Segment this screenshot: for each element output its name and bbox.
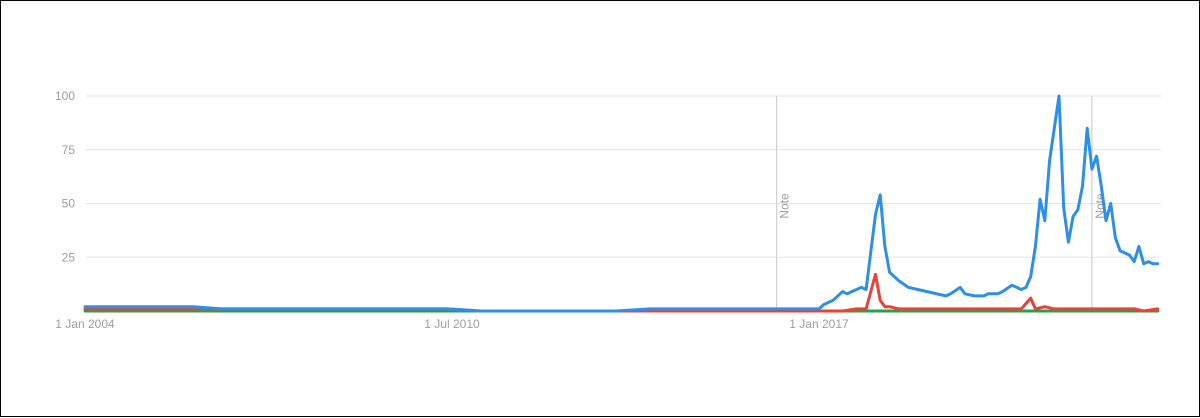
- y-tick-label-75: 75: [62, 143, 76, 157]
- y-tick-label-100: 100: [55, 89, 75, 103]
- x-tick-label-2: 1 Jul 2010: [424, 317, 480, 331]
- x-tick-label-3: 1 Jan 2017: [789, 317, 849, 331]
- y-tick-label-50: 50: [62, 197, 76, 211]
- x-tick-label-1: 1 Jan 2004: [55, 317, 115, 331]
- y-tick-label-25: 25: [62, 250, 76, 264]
- series-line-blue: [83, 94, 1160, 313]
- note-label-1: Note: [778, 193, 792, 219]
